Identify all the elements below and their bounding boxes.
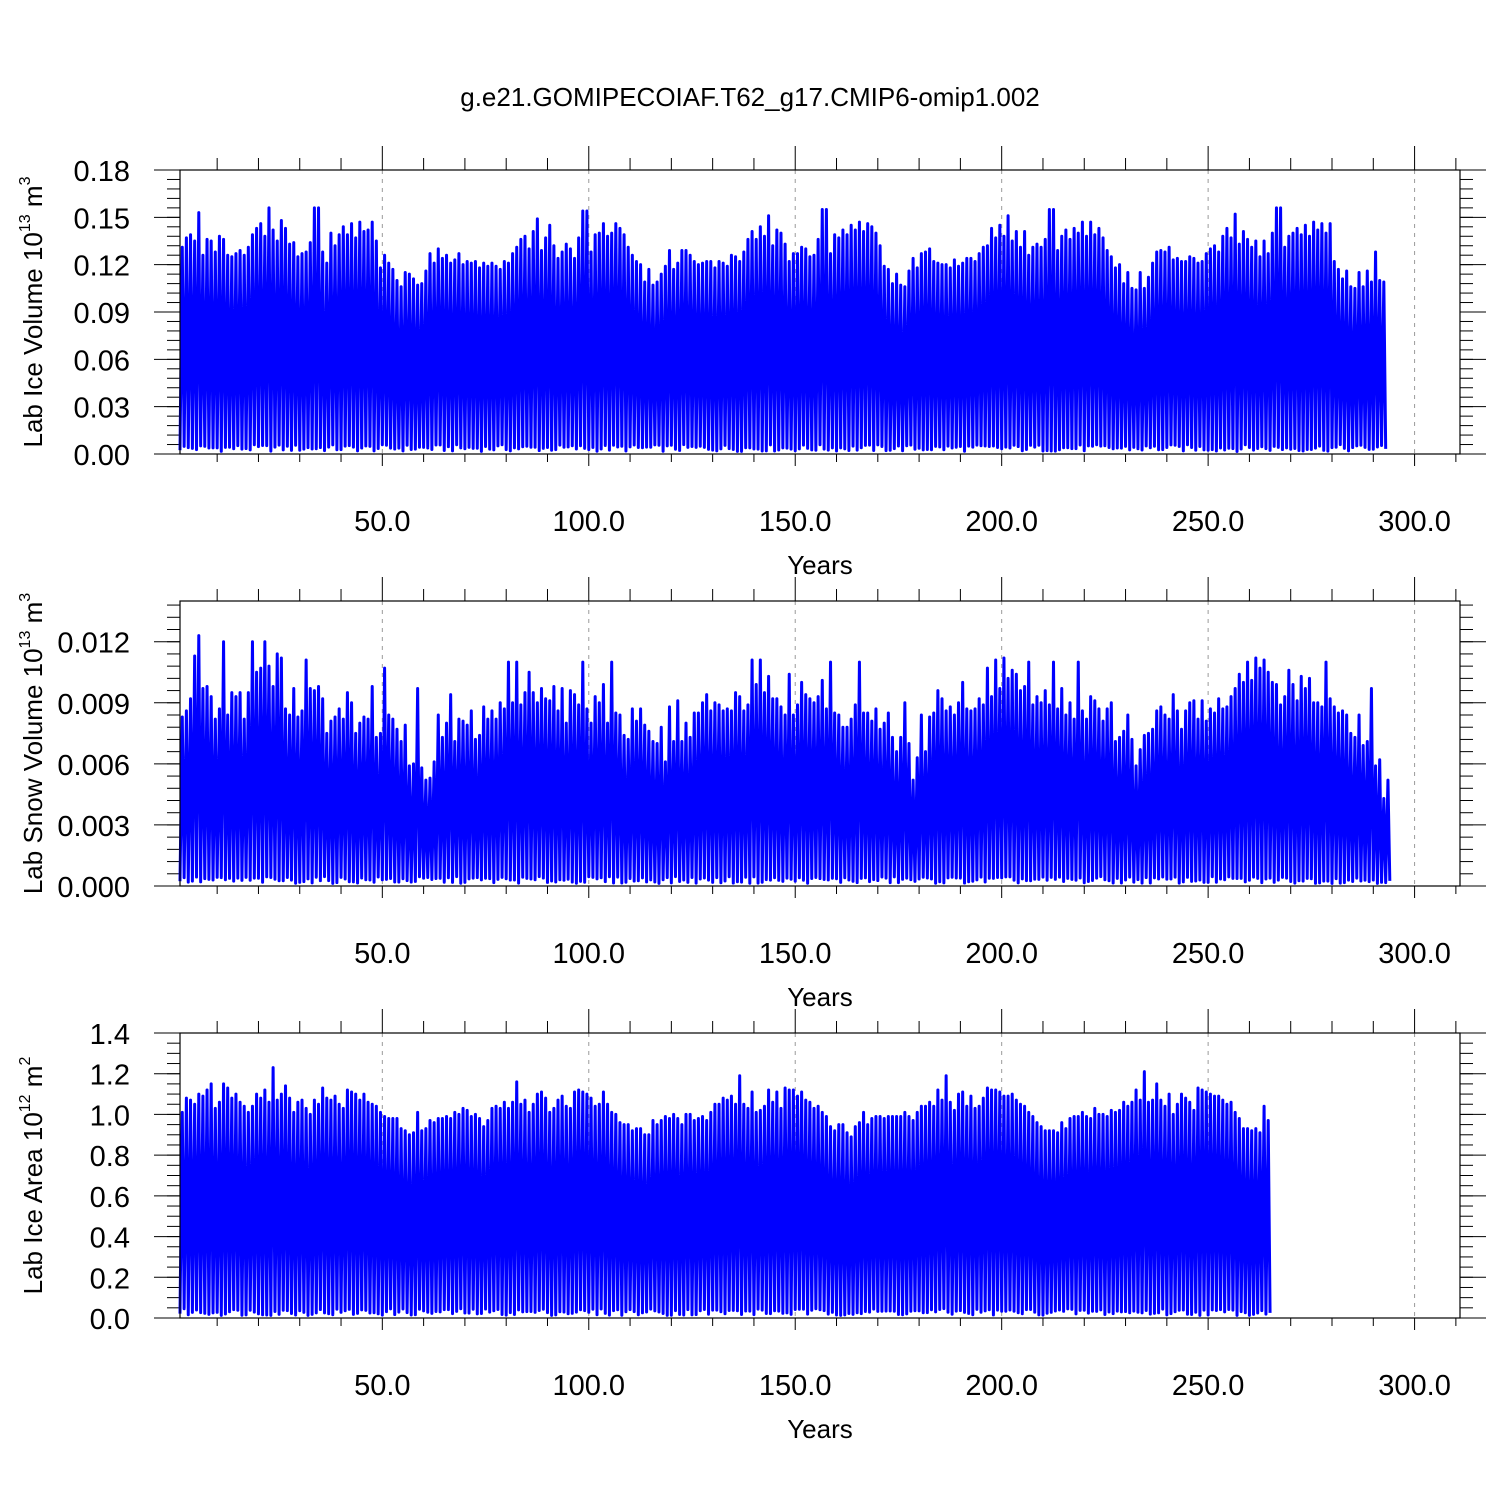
y-tick-label: 0.003 (57, 811, 130, 843)
y-tick-label: 0.8 (90, 1141, 130, 1173)
y-tick-label: 0.00 (74, 440, 130, 472)
y-tick-label: 1.0 (90, 1100, 130, 1132)
x-tick-label: 150.0 (759, 938, 832, 970)
ice-area-series-line (178, 1066, 1272, 1317)
x-tick-label: 150.0 (759, 1370, 832, 1402)
x-tick-label: 200.0 (965, 1370, 1038, 1402)
x-tick-label: 50.0 (354, 506, 410, 538)
snow-volume-x-axis-title: Years (787, 982, 853, 1012)
y-tick-label: 1.4 (90, 1019, 130, 1051)
panel-snow-volume: 50.0 100.0 150.0 200.0 250.0 300.0 0.000 0.003… (17, 577, 1486, 1012)
ice-volume-y-axis-title: Lab Ice Volume 1013 m3 (17, 176, 48, 447)
ylabel-main: Lab Ice Volume 10 (18, 232, 48, 447)
ice-volume-plot-frame (179, 169, 1461, 455)
snow-volume-series-line (178, 634, 1392, 885)
ylabel-unit: m (18, 1066, 48, 1095)
ylabel-exponent: 12 (17, 1094, 34, 1112)
ylabel-unit-exponent: 2 (17, 1057, 34, 1066)
ylabel-exponent: 13 (17, 631, 34, 649)
ylabel-unit-exponent: 3 (17, 176, 34, 185)
x-tick-label: 250.0 (1172, 1370, 1245, 1402)
ylabel-unit: m (18, 185, 48, 214)
y-tick-label: 0.2 (90, 1263, 130, 1295)
x-tick-label: 300.0 (1378, 938, 1451, 970)
y-tick-label: 0.012 (57, 628, 130, 660)
x-tick-label: 100.0 (552, 938, 625, 970)
panel-ice-volume: 50.0 100.0 150.0 200.0 250.0 300.0 0.00 0.03 0.… (17, 146, 1486, 580)
y-tick-label: 0.06 (74, 345, 130, 377)
ice-area-plot-frame (179, 1032, 1461, 1319)
y-tick-label: 0.12 (74, 251, 130, 283)
x-tick-label: 100.0 (552, 1370, 625, 1402)
ice-volume-x-axis-title: Years (787, 550, 853, 580)
y-tick-label: 0.15 (74, 203, 130, 235)
y-tick-label: 0.03 (74, 393, 130, 425)
x-tick-label: 200.0 (965, 938, 1038, 970)
y-tick-label: 0.4 (90, 1223, 130, 1255)
x-tick-label: 300.0 (1378, 506, 1451, 538)
x-tick-label: 200.0 (965, 506, 1038, 538)
ice-area-y-axis-title: Lab Ice Area 1012 m2 (17, 1057, 48, 1295)
x-tick-label: 150.0 (759, 506, 832, 538)
y-tick-label: 0.0 (90, 1304, 130, 1336)
y-tick-label: 0.000 (57, 872, 130, 904)
x-tick-label: 50.0 (354, 938, 410, 970)
panel-ice-area: 50.0 100.0 150.0 200.0 250.0 300.0 0.0 0.2 0.4 0… (17, 1009, 1486, 1444)
ylabel-exponent: 13 (17, 214, 34, 232)
ylabel-unit: m (18, 602, 48, 631)
snow-volume-y-axis-title: Lab Snow Volume 1013 m3 (17, 593, 48, 894)
y-tick-label: 1.2 (90, 1060, 130, 1092)
ylabel-main: Lab Snow Volume 10 (18, 648, 48, 894)
snow-volume-plot-frame (179, 600, 1461, 887)
y-tick-label: 0.6 (90, 1182, 130, 1214)
x-tick-label: 100.0 (552, 506, 625, 538)
ylabel-main: Lab Ice Area 10 (18, 1112, 48, 1294)
chart-title: g.e21.GOMIPECOIAF.T62_g17.CMIP6-omip1.00… (460, 82, 1040, 112)
ice-volume-series-line (178, 206, 1388, 453)
x-tick-label: 300.0 (1378, 1370, 1451, 1402)
y-tick-label: 0.09 (74, 298, 130, 330)
x-tick-label: 250.0 (1172, 938, 1245, 970)
x-tick-label: 50.0 (354, 1370, 410, 1402)
y-tick-label: 0.006 (57, 750, 130, 782)
x-tick-label: 250.0 (1172, 506, 1245, 538)
y-tick-label: 0.18 (74, 156, 130, 188)
y-tick-label: 0.009 (57, 689, 130, 721)
ylabel-unit-exponent: 3 (17, 593, 34, 602)
ice-area-x-axis-title: Years (787, 1414, 853, 1444)
